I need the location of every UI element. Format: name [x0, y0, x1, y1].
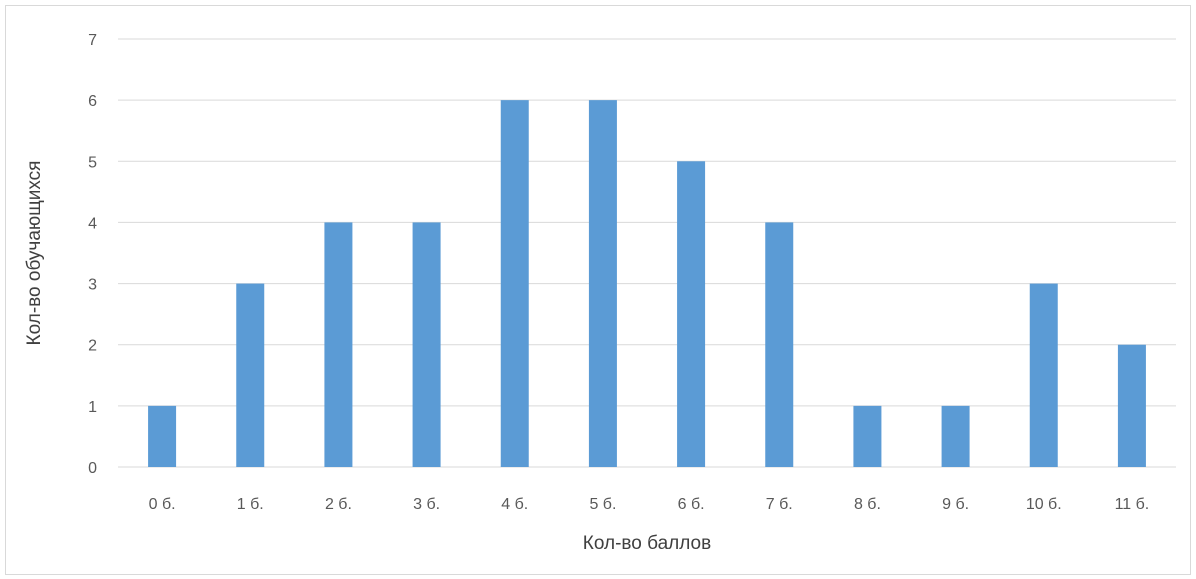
bars [148, 100, 1146, 468]
x-tick-label: 4 б. [501, 496, 528, 513]
x-tick-label: 2 б. [325, 496, 352, 513]
x-tick-label: 9 б. [942, 496, 969, 513]
x-axis-title: Кол-во баллов [583, 533, 711, 554]
x-tick-label: 10 б. [1026, 496, 1062, 513]
y-tick-label: 6 [88, 93, 97, 110]
bar [148, 405, 177, 467]
x-tick-label: 8 б. [854, 496, 881, 513]
x-tick-label: 3 б. [413, 496, 440, 513]
bar [1029, 283, 1058, 467]
bar [853, 405, 882, 467]
y-tick-label: 4 [88, 215, 97, 232]
bar [765, 222, 794, 467]
y-tick-label: 5 [88, 154, 97, 171]
y-tick-label: 2 [88, 338, 97, 355]
x-tick-label: 11 б. [1115, 496, 1150, 513]
bar [588, 100, 617, 468]
bar [500, 100, 529, 468]
bar [1117, 344, 1146, 467]
y-tick-label: 7 [88, 32, 97, 49]
x-tick-label: 1 б. [237, 496, 264, 513]
bar [324, 222, 353, 467]
x-axis-ticks: 0 б. 1 б. 2 б. 3 б. 4 б. 5 б. 6 б. 7 б. 8 б. 9 б.… [149, 496, 1150, 513]
bar [236, 283, 265, 467]
gridlines [118, 38, 1176, 468]
y-axis-ticks: 0 1 2 3 4 5 6 7 [88, 32, 97, 477]
bar [941, 405, 970, 467]
x-tick-label: 7 б. [766, 496, 793, 513]
x-tick-label: 0 б. [149, 496, 176, 513]
y-tick-label: 3 [88, 277, 97, 294]
bar [677, 161, 706, 468]
x-tick-label: 5 б. [589, 496, 616, 513]
y-tick-label: 1 [88, 399, 97, 416]
y-tick-label: 0 [88, 460, 97, 477]
y-axis-title: Кол-во обучающихся [24, 161, 45, 346]
bar [412, 222, 441, 467]
x-tick-label: 6 б. [678, 496, 705, 513]
